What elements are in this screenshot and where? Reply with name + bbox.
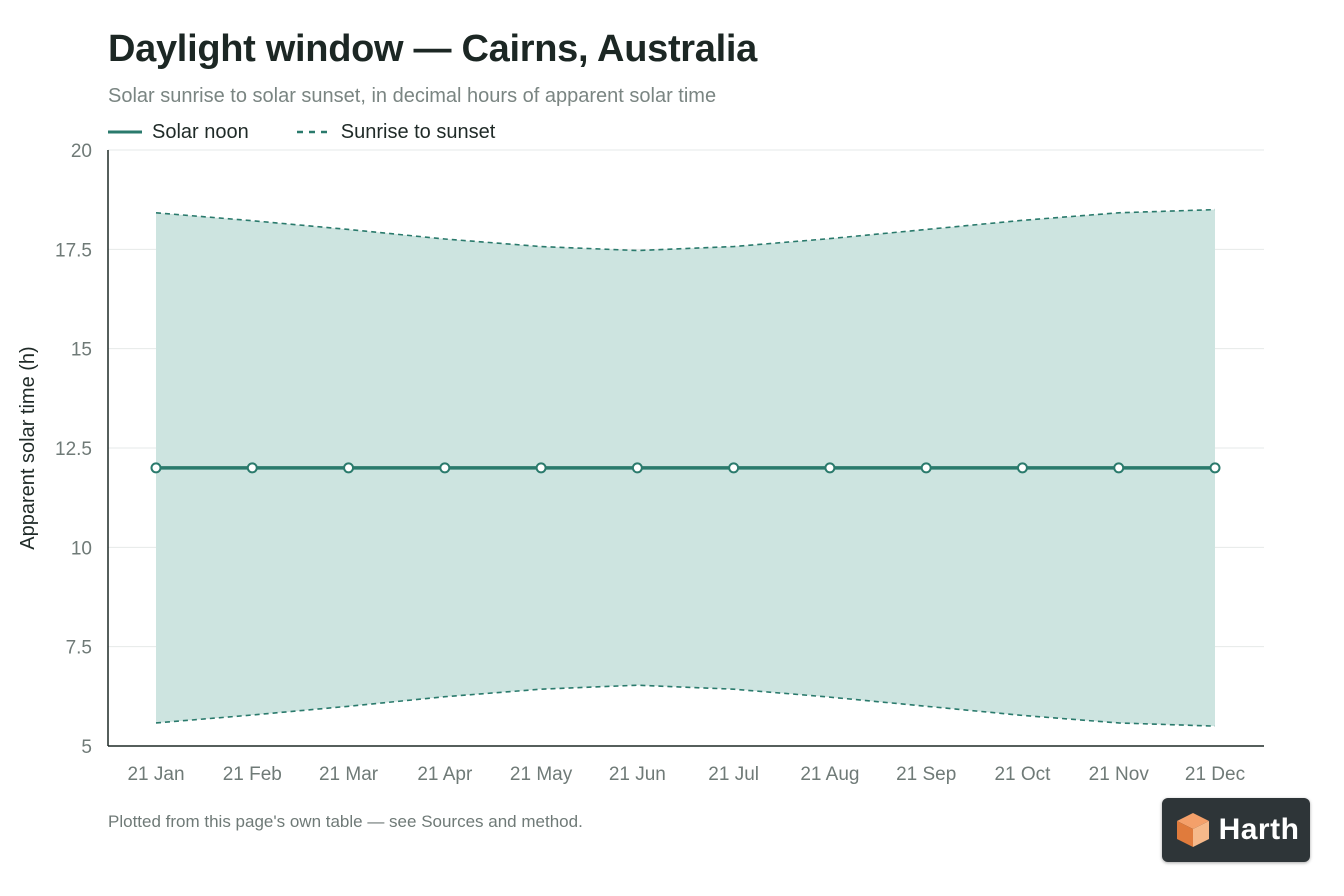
y-tick-label: 15 [71,340,92,361]
y-tick-label: 20 [71,141,92,162]
y-axis-label: Apparent solar time (h) [17,346,39,549]
y-tick-label: 5 [81,737,92,758]
legend-label-sunrise-sunset: Sunrise to sunset [340,120,496,143]
solar-noon-point [150,462,162,474]
solar-noon-point [631,462,643,474]
y-tick-label: 17.5 [55,240,92,261]
x-tick-label: 21 Mar [319,764,379,785]
legend-solid-line-icon [108,130,142,134]
solar-noon-point [535,462,547,474]
x-tick-label: 21 Dec [1185,764,1245,785]
y-tick-label: 10 [71,538,92,559]
chart-footnote: Plotted from this page's own table — see… [108,812,583,831]
x-tick-label: 21 Nov [1089,764,1150,785]
solar-noon-point [246,462,258,474]
logo-text: Harth [1218,813,1300,846]
chart-legend: Solar noon Sunrise to sunset [108,119,495,145]
legend-item-sunrise-sunset: Sunrise to sunset [296,120,496,144]
solar-noon-point [1113,462,1125,474]
solar-noon-point [920,462,932,474]
sunset-line [155,208,1216,252]
solar-noon-point [439,462,451,474]
solar-noon-point [1209,462,1221,474]
x-tick-label: 21 Feb [223,764,282,785]
x-tick-label: 21 Apr [417,764,473,785]
solar-noon-point [343,462,355,474]
legend-item-solar-noon: Solar noon [108,121,249,144]
x-tick-label: 21 May [510,764,573,785]
x-tick-label: 21 Sep [896,764,956,785]
harth-logo: Harth [1162,798,1310,862]
legend-dashed-line-icon [296,130,331,134]
y-tick-label: 12.5 [55,439,92,460]
chart-title: Daylight window — Cairns, Australia [108,28,757,70]
x-tick-label: 21 Aug [800,764,859,785]
solar-noon-point [824,462,836,474]
cube-icon [1176,813,1209,847]
solar-noon-point [1016,462,1028,474]
chart-subtitle: Solar sunrise to solar sunset, in decima… [108,85,717,107]
y-tick-label: 7.5 [66,638,92,659]
x-tick-label: 21 Oct [994,764,1051,785]
sunrise-line [155,684,1216,727]
solar-noon-point [728,462,740,474]
x-tick-label: 21 Jun [609,764,666,785]
legend-label-solar-noon: Solar noon [152,120,249,143]
x-tick-label: 21 Jul [708,764,759,785]
x-tick-label: 21 Jan [127,764,184,785]
